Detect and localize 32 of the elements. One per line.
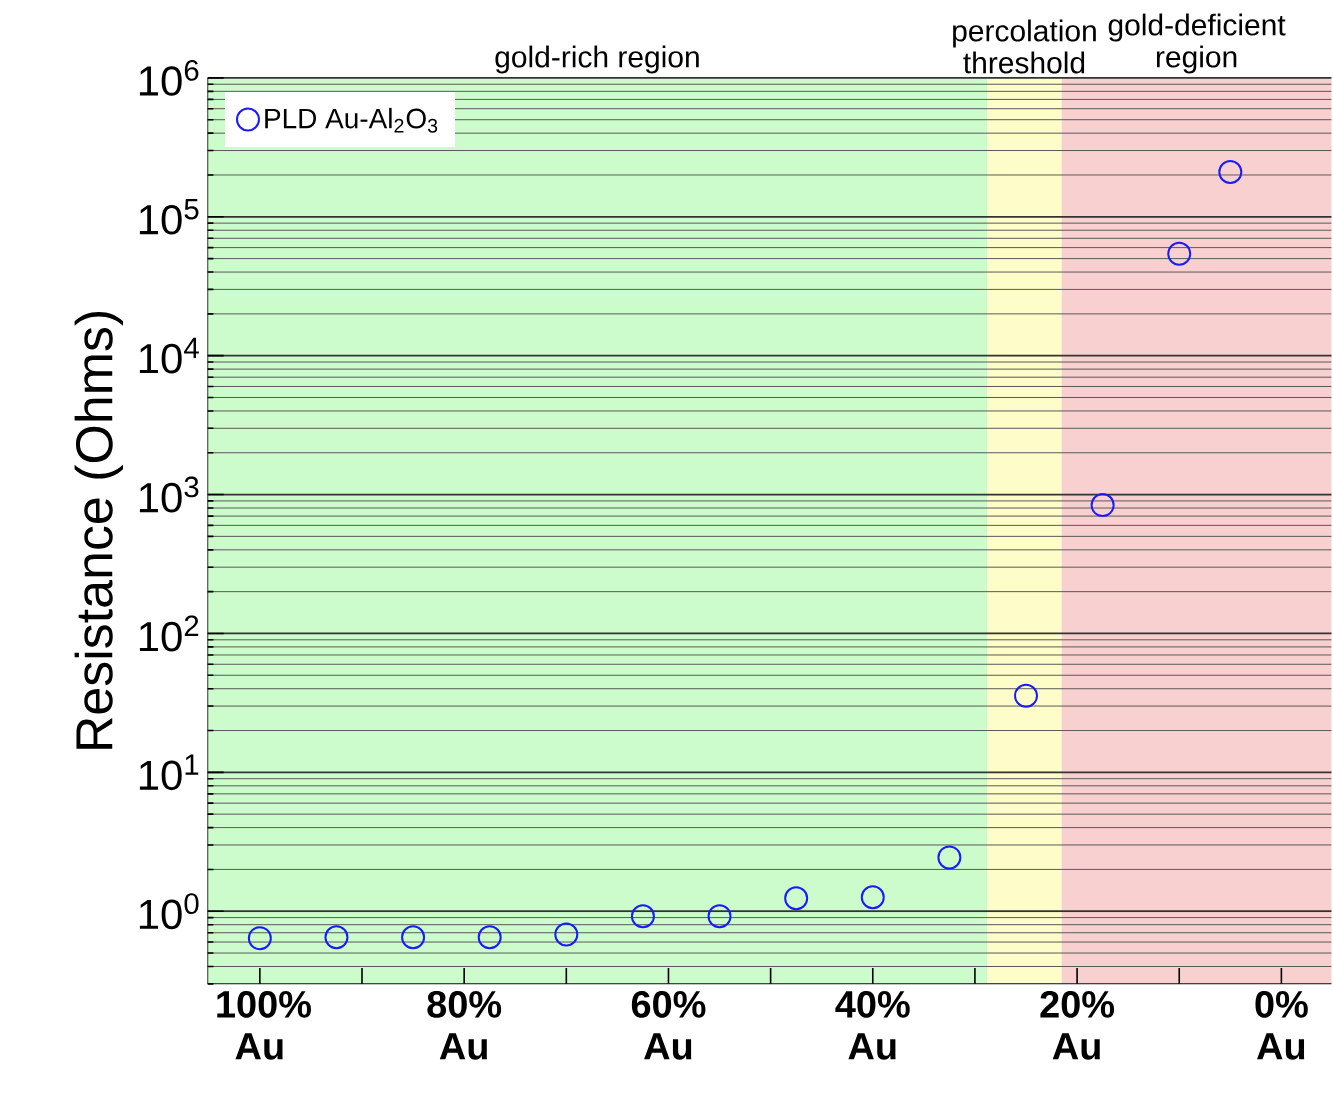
- x-tick-label: 100% Au: [217, 991, 311, 1060]
- y-tick-label: 10$^{1}$: [139, 754, 199, 791]
- legend-label: PLD Au-Al$_{2}$O$_{3}$: [265, 108, 438, 133]
- x-tick-label: 20% Au: [1040, 991, 1115, 1060]
- x-tick-label: 60% Au: [631, 991, 706, 1060]
- band-label: percolation threshold: [953, 19, 1096, 74]
- x-tick-label: 80% Au: [427, 991, 502, 1060]
- point: [324, 925, 349, 950]
- y-tick-label: 10$^{2}$: [139, 615, 199, 652]
- point: [1218, 160, 1243, 185]
- y-tick-label: 10$^{3}$: [139, 476, 199, 513]
- band-label: gold-rich region: [495, 45, 699, 74]
- point: [784, 886, 809, 911]
- point: [401, 925, 426, 950]
- y-tick-label: 10$^{6}$: [139, 60, 199, 97]
- band-label: gold-deficient region: [1108, 13, 1286, 74]
- point: [1090, 493, 1115, 518]
- point: [630, 904, 655, 929]
- y-tick-label: 10$^{5}$: [139, 199, 199, 235]
- point: [937, 845, 962, 870]
- point: [554, 922, 579, 947]
- y-tick-label: 10$^{0}$: [139, 893, 199, 930]
- point: [477, 925, 502, 950]
- point: [707, 904, 732, 929]
- x-tick-label: 40% Au: [835, 991, 910, 1060]
- point: [1167, 241, 1192, 266]
- x-tick-label: 0% Au: [1255, 991, 1308, 1060]
- y-axis-title: Resistance (Ohms): [74, 312, 123, 749]
- point: [247, 926, 272, 951]
- point: [860, 885, 885, 910]
- point: [1014, 683, 1038, 708]
- y-tick-label: 10$^{4}$: [139, 337, 199, 374]
